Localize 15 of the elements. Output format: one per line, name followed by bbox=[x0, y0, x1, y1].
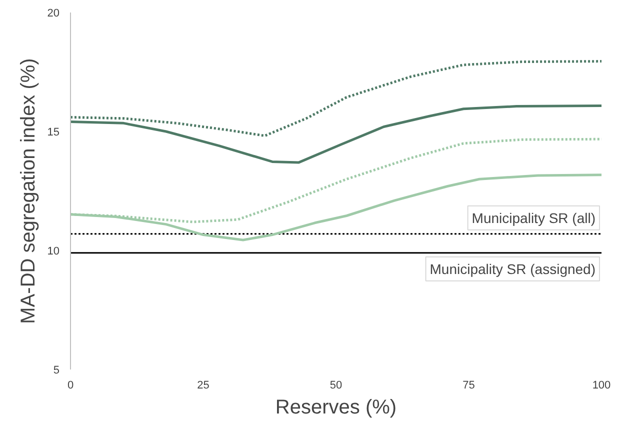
y-axis-title: MA-DD segregation index (%) bbox=[17, 58, 40, 324]
x-tick-label: 100 bbox=[592, 380, 611, 392]
y-tick-label: 15 bbox=[47, 126, 60, 138]
x-tick-label: 25 bbox=[197, 380, 210, 392]
x-tick-label: 0 bbox=[67, 380, 74, 392]
line-series bbox=[70, 60, 602, 138]
ref-line-label: Municipality SR (all) bbox=[472, 210, 596, 226]
x-tick-label: 50 bbox=[330, 380, 342, 392]
y-tick-label: 5 bbox=[53, 364, 60, 376]
x-tick-label: 75 bbox=[462, 380, 475, 392]
y-tick-label: 10 bbox=[47, 246, 60, 258]
y-tick-label: 20 bbox=[47, 8, 60, 20]
x-axis-title: Reserves (%) bbox=[275, 396, 397, 418]
ref-line-label: Municipality SR (assigned) bbox=[430, 260, 596, 277]
line-series bbox=[70, 104, 602, 164]
